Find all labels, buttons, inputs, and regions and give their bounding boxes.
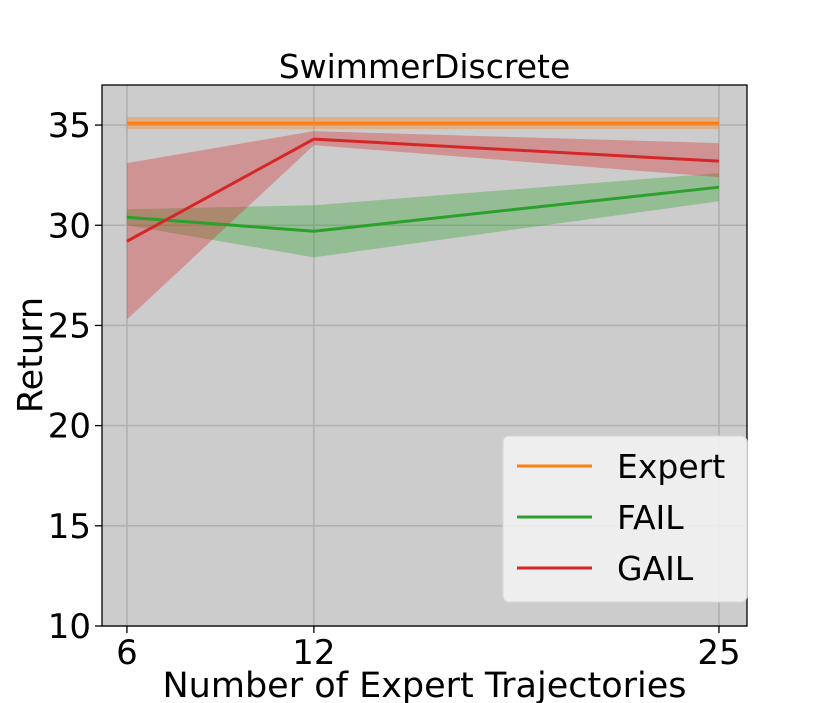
band-gail bbox=[126, 131, 719, 320]
y-tick-label-30: 30 bbox=[48, 206, 91, 246]
band-fail bbox=[126, 173, 719, 258]
x-tick-label-25: 25 bbox=[697, 633, 740, 673]
legend: Expert FAIL GAIL bbox=[502, 435, 748, 603]
y-tick-label-15: 15 bbox=[48, 507, 91, 547]
x-axis-label: Number of Expert Trajectories bbox=[163, 666, 687, 703]
line-fail bbox=[126, 185, 720, 233]
y-tick-labels: 10 15 20 25 30 35 bbox=[48, 106, 102, 647]
y-tick-label-10: 10 bbox=[48, 607, 91, 647]
legend-label-expert: Expert bbox=[617, 447, 725, 486]
chart-title: SwimmerDiscrete bbox=[279, 47, 571, 86]
legend-label-fail: FAIL bbox=[617, 498, 684, 537]
plot-frame bbox=[101, 84, 748, 627]
y-tick-label-20: 20 bbox=[48, 407, 91, 447]
line-gail bbox=[126, 137, 720, 243]
y-axis-label: Return bbox=[11, 297, 51, 413]
y-tick-label-25: 25 bbox=[48, 306, 91, 346]
x-tick-label-6: 6 bbox=[116, 633, 138, 673]
series-lines bbox=[126, 121, 720, 243]
x-tick-label-12: 12 bbox=[292, 633, 335, 673]
x-tick-labels: 6 12 25 bbox=[116, 626, 741, 673]
legend-label-gail: GAIL bbox=[617, 549, 694, 588]
y-tick-label-35: 35 bbox=[48, 106, 91, 146]
legend-box bbox=[502, 435, 748, 603]
